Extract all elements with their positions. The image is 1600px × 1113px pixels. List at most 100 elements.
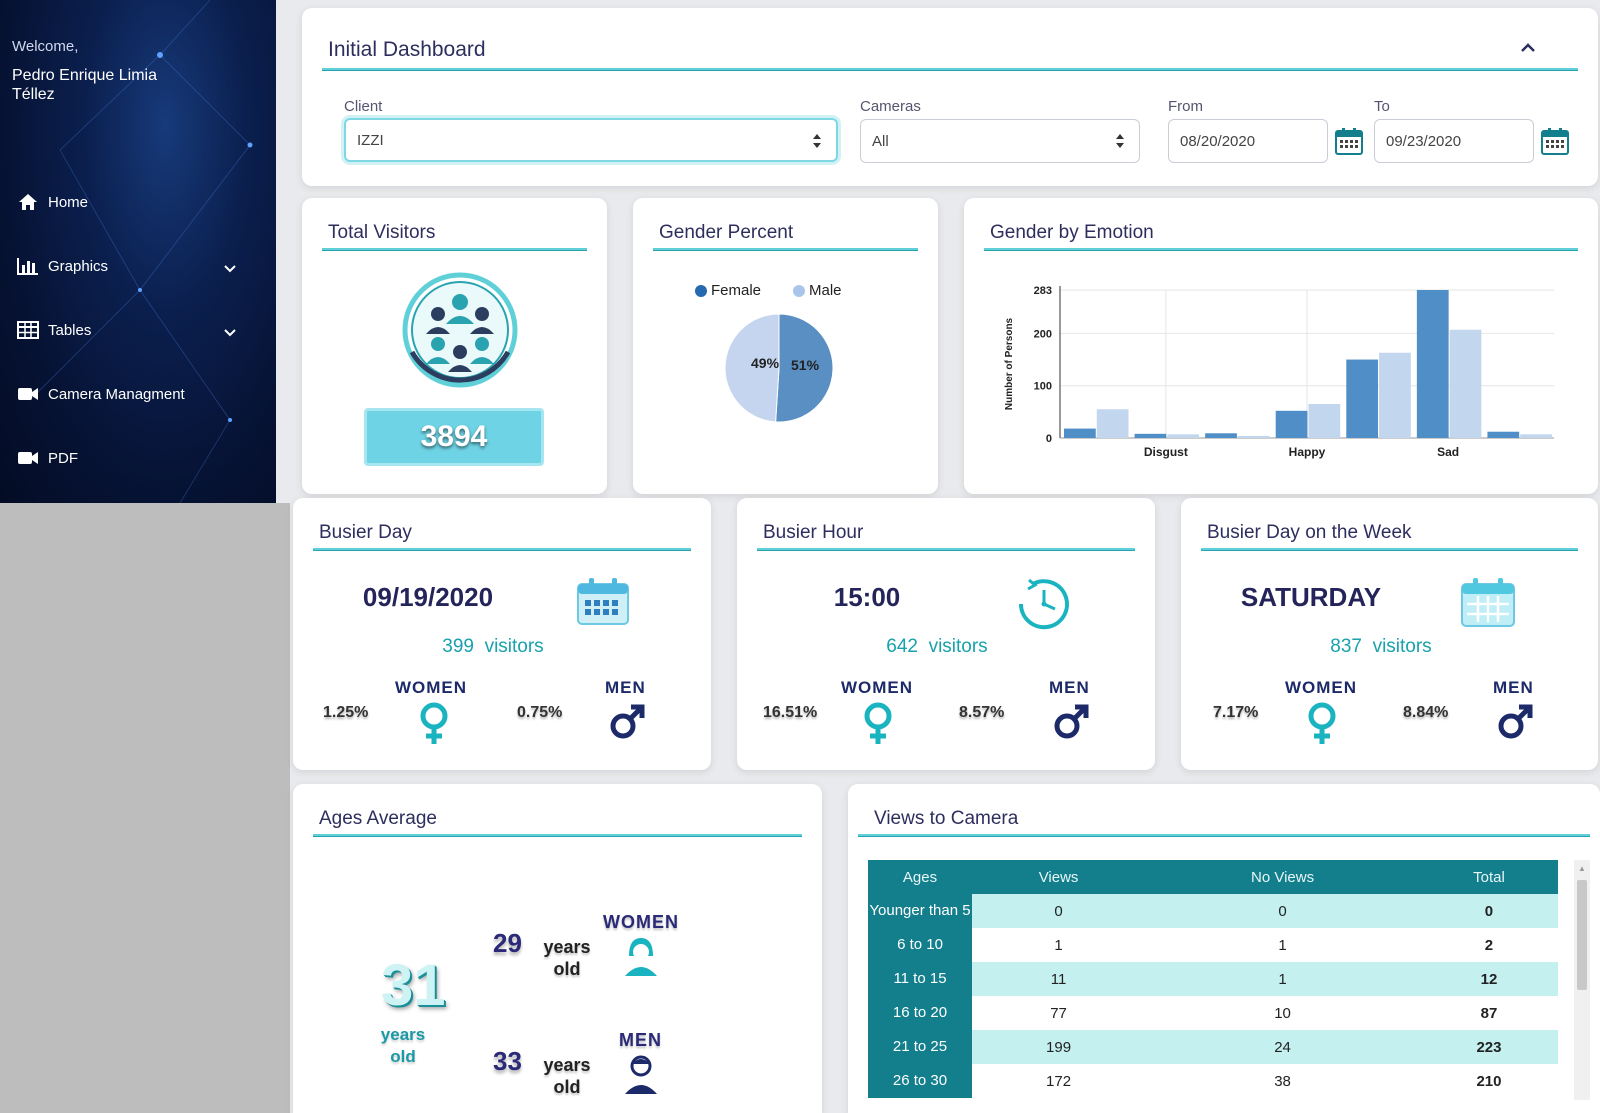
female-symbol-icon — [419, 702, 449, 751]
women-percent: 7.17% — [1213, 704, 1259, 721]
sidebar-item-graphics[interactable]: Graphics — [16, 251, 256, 281]
total-cell: 223 — [1419, 1030, 1558, 1064]
from-date-value: 08/20/2020 — [1180, 132, 1256, 150]
sidebar-item-label: Home — [48, 193, 89, 211]
unit-old: old — [553, 1077, 581, 1097]
bar — [1167, 434, 1200, 438]
x-tick-label: Sad — [1437, 445, 1459, 459]
card-title: Busier Day — [319, 522, 412, 543]
bar-chart-icon — [16, 255, 40, 277]
busier-day-card: Busier Day 09/19/2020 399 visitors WOMEN… — [293, 498, 711, 770]
from-label: From — [1168, 98, 1203, 115]
table-row: 16 to 20 77 10 87 — [868, 996, 1558, 1030]
calendar-icon — [1459, 576, 1517, 633]
table-header-row: Ages Views No Views Total — [868, 860, 1558, 894]
total-cell: 12 — [1419, 962, 1558, 996]
visitors-group-icon — [402, 272, 518, 393]
busier-weekday-card: Busier Day on the Week SATURDAY 837 visi… — [1181, 498, 1598, 770]
client-label: Client — [344, 98, 383, 115]
views-cell: 172 — [972, 1064, 1146, 1098]
visitors-count: 399 — [442, 636, 474, 657]
women-percent: 1.25% — [323, 704, 369, 721]
age-range-cell: 16 to 20 — [868, 996, 972, 1030]
unit-years: years — [380, 1025, 426, 1044]
total-cell: 210 — [1419, 1064, 1558, 1098]
sidebar-item-camera-managment[interactable]: Camera Managment — [16, 379, 256, 409]
female-symbol-icon — [863, 702, 893, 751]
collapse-chevron-icon[interactable] — [1520, 40, 1536, 58]
home-icon — [16, 191, 40, 213]
table-row: 6 to 10 1 1 2 — [868, 928, 1558, 962]
title-divider — [313, 548, 691, 551]
filter-panel: Initial Dashboard Client IZZI Cameras Al… — [302, 8, 1598, 186]
unit-years: years — [543, 1055, 591, 1075]
y-tick-label: 200 — [1034, 328, 1052, 340]
age-range-cell: 26 to 30 — [868, 1064, 972, 1098]
women-percent: 16.51% — [763, 704, 818, 721]
visitors-count: 642 — [886, 636, 918, 657]
total-visitors-value: 3894 — [364, 408, 544, 466]
bar — [1487, 431, 1520, 438]
welcome-text: Welcome, — [12, 38, 79, 55]
bar — [1520, 434, 1552, 438]
title-divider — [984, 248, 1578, 251]
gender-pie-chart: 49% 51% — [724, 313, 834, 423]
no-views-cell: 10 — [1145, 996, 1420, 1030]
male-symbol-icon — [1497, 704, 1533, 745]
client-select[interactable]: IZZI — [344, 118, 838, 162]
no-views-cell: 1 — [1145, 928, 1420, 962]
scrollbar-thumb[interactable] — [1577, 880, 1587, 990]
client-value: IZZI — [357, 131, 384, 149]
from-calendar-icon[interactable] — [1334, 126, 1364, 156]
column-header-ages: Ages — [868, 860, 972, 894]
clock-icon — [1013, 576, 1075, 635]
from-date-input[interactable]: 08/20/2020 — [1168, 119, 1328, 163]
gender-percent-card: Gender Percent Female Male 49% 51% — [633, 198, 938, 494]
views-cell: 199 — [972, 1030, 1146, 1064]
women-label: WOMEN — [1285, 678, 1358, 697]
women-age-unit: years old — [539, 936, 595, 980]
unit-years: years — [543, 937, 591, 957]
sidebar-item-pdf[interactable]: PDF — [16, 443, 256, 473]
male-symbol-icon — [1053, 704, 1089, 745]
cameras-value: All — [872, 132, 889, 150]
total-cell: 2 — [1419, 928, 1558, 962]
ages-average-card: Ages Average 31 years old 29 years old W… — [293, 784, 822, 1113]
table-row: 11 to 15 11 1 12 — [868, 962, 1558, 996]
card-title: Gender by Emotion — [990, 222, 1154, 243]
card-title: Total Visitors — [328, 222, 436, 243]
title-divider — [757, 548, 1135, 551]
to-calendar-icon[interactable] — [1540, 126, 1570, 156]
card-title: Busier Day on the Week — [1207, 522, 1412, 543]
column-header-views: Views — [972, 860, 1146, 894]
overall-age-value: 31 — [381, 953, 446, 1018]
card-title: Ages Average — [319, 808, 437, 829]
table-scrollbar[interactable]: ▲ — [1574, 860, 1590, 1100]
title-divider — [322, 68, 1578, 71]
views-cell: 77 — [972, 996, 1146, 1030]
table-row: 21 to 25 199 24 223 — [868, 1030, 1558, 1064]
sidebar-item-home[interactable]: Home — [16, 187, 256, 217]
no-views-cell: 0 — [1145, 894, 1420, 928]
to-date-input[interactable]: 09/23/2020 — [1374, 119, 1534, 163]
views-cell: 0 — [972, 894, 1146, 928]
sidebar-item-tables[interactable]: Tables — [16, 315, 256, 345]
video-camera-icon — [16, 447, 40, 469]
y-tick-label: 283 — [1034, 285, 1052, 297]
female-symbol-icon — [1307, 702, 1337, 751]
bar — [1237, 435, 1270, 438]
sidebar: Welcome, Pedro Enrique Limia Téllez Home… — [0, 0, 276, 503]
busier-day-value: 09/19/2020 — [362, 582, 494, 612]
table-row: 26 to 30 172 38 210 — [868, 1064, 1558, 1098]
visitors-label: visitors — [484, 636, 544, 657]
title-divider — [322, 248, 587, 251]
woman-avatar-icon — [621, 934, 661, 983]
gender-emotion-card: Gender by Emotion 0 100 200 283 Number of Pe… — [964, 198, 1598, 494]
cameras-select[interactable]: All — [860, 119, 1140, 163]
legend-male: Male — [793, 282, 842, 299]
select-arrows-icon — [1115, 133, 1125, 153]
scroll-up-icon[interactable]: ▲ — [1578, 864, 1586, 873]
no-views-cell: 1 — [1145, 962, 1420, 996]
y-axis-label: Number of Persons — [1004, 317, 1015, 410]
bar — [1275, 410, 1308, 438]
